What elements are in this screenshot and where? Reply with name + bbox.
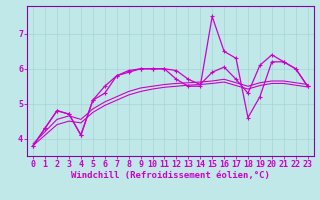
- X-axis label: Windchill (Refroidissement éolien,°C): Windchill (Refroidissement éolien,°C): [71, 171, 270, 180]
